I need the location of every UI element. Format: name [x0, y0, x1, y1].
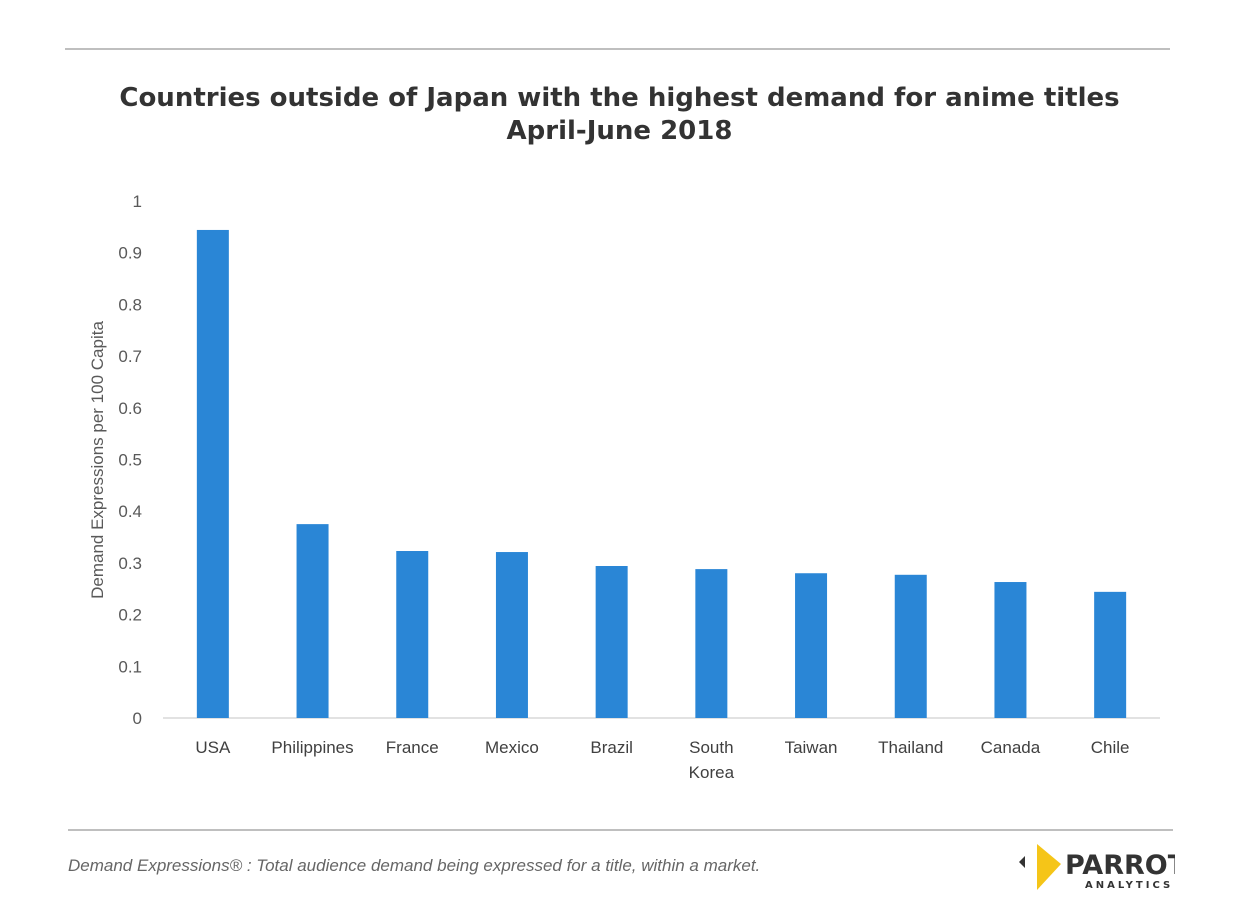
bar-south-korea	[695, 569, 728, 718]
y-tick-label: 0	[133, 709, 142, 728]
y-tick-label: 0.2	[118, 606, 142, 625]
bottom-divider	[68, 829, 1173, 831]
logo-text: PARROT	[1065, 850, 1175, 881]
y-tick-label: 0.6	[118, 399, 142, 418]
bar-thailand	[894, 574, 927, 718]
x-tick-label: Canada	[981, 738, 1041, 757]
bar-taiwan	[795, 573, 828, 718]
x-tick-label: Mexico	[485, 738, 539, 757]
bar-chile	[1094, 591, 1127, 718]
logo-arrow-icon	[1019, 856, 1025, 868]
bar-canada	[994, 582, 1027, 718]
chart-title: Countries outside of Japan with the high…	[119, 83, 1120, 113]
x-tick-label: Philippines	[271, 738, 353, 757]
x-tick-label: South Korea	[689, 738, 735, 782]
x-tick-label: Chile	[1091, 738, 1130, 757]
chart-title-block: Countries outside of Japan with the high…	[0, 82, 1239, 148]
y-axis-label: Demand Expressions per 100 Capita	[88, 321, 107, 599]
bar-chart: 0 0.1 0.2 0.3 0.4 0.5 0.6 0.7 0.8 0.9 1 USA Philippi…	[88, 192, 1160, 782]
y-tick-label: 0.4	[118, 502, 142, 521]
y-tick-label: 0.3	[118, 554, 142, 573]
chart-subtitle: April-June 2018	[506, 116, 733, 146]
x-tick-label: Taiwan	[785, 738, 838, 757]
bar-brazil	[595, 566, 628, 718]
x-tick-label: Brazil	[590, 738, 633, 757]
top-divider	[65, 48, 1170, 50]
x-tick-label: Thailand	[878, 738, 943, 757]
y-tick-label: 0.8	[118, 295, 142, 314]
bar-france	[396, 551, 429, 718]
footnote: Demand Expressions® : Total audience dem…	[68, 856, 761, 875]
y-tick-label: 0.9	[118, 244, 142, 263]
bar-philippines	[296, 524, 329, 718]
bar-mexico	[495, 552, 528, 718]
logo-triangle-icon	[1037, 844, 1061, 890]
y-tick-label: 0.5	[118, 451, 142, 470]
y-tick-label: 0.7	[118, 347, 142, 366]
logo-subtext: ANALYTICS	[1085, 880, 1173, 891]
parrot-analytics-logo: PARROT ANALYTICS	[1019, 844, 1175, 891]
x-tick-label: France	[386, 738, 439, 757]
y-tick-label: 1	[133, 192, 142, 211]
x-tick-label: USA	[195, 738, 231, 757]
bar-usa	[196, 229, 229, 718]
y-tick-label: 0.1	[118, 657, 142, 676]
